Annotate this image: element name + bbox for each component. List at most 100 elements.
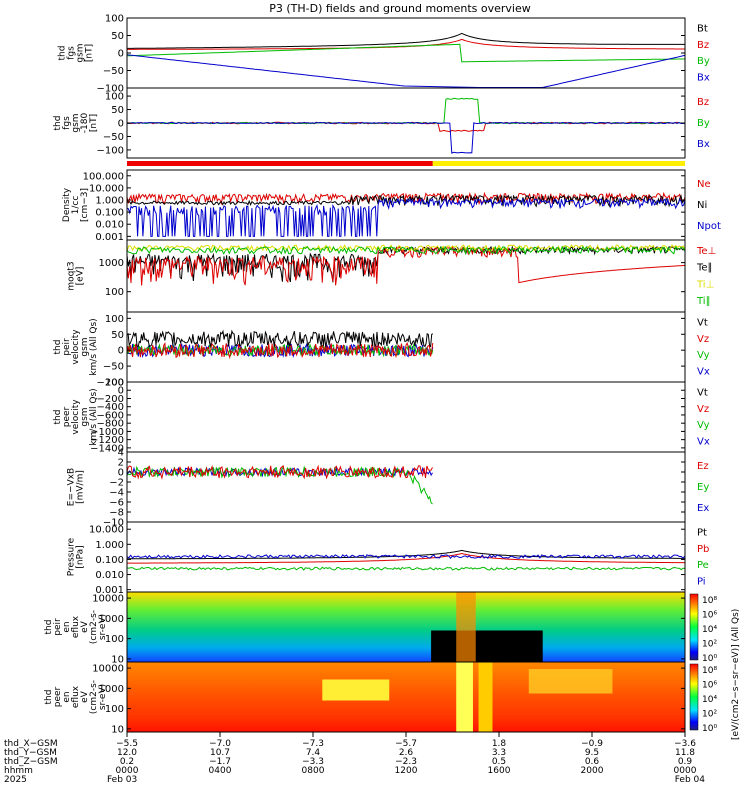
spectrogram	[127, 592, 685, 662]
legend-item: Ti∥	[696, 296, 711, 307]
series-group	[127, 329, 434, 360]
y-tick-label: 1000	[99, 258, 124, 269]
y-axis-label-line: en	[62, 621, 72, 632]
legend-item: Pb	[697, 544, 709, 555]
x-tick-label: 2000	[581, 766, 604, 776]
series-teperp	[127, 245, 685, 286]
y-axis-label-line: velocity	[71, 329, 81, 365]
y-axis-label-line: peir	[62, 338, 72, 356]
series-ez	[127, 464, 433, 480]
x-tick-label: 3.3	[492, 748, 506, 758]
y-axis-label: thd peer en eflux eV (cm2-s-sr-eV)	[44, 680, 108, 714]
y-axis-label-line: Pressure	[67, 537, 77, 576]
y-axis-label-line: eV	[80, 620, 90, 633]
y-tick-label: −50	[103, 132, 124, 143]
colorbar-tick-label: 10²	[702, 710, 717, 720]
x-tick-label: −7.0	[209, 739, 231, 749]
legend-item: Ey	[697, 482, 709, 493]
y-axis-label-line: gsm	[71, 113, 81, 132]
y-axis-label: thd fgs gsm -180 [nT]	[53, 113, 99, 134]
y-axis-label-line: peir	[53, 618, 63, 636]
y-axis-label-line: en	[62, 691, 72, 702]
colorbar-tick-label: 10⁰	[702, 654, 717, 664]
y-axis-label: moqt3 [eV]	[67, 261, 86, 290]
y-axis-label: E=−VxB [mV/m]	[67, 468, 86, 506]
x-tick-label: 2.6	[399, 748, 414, 758]
series-pi	[127, 554, 685, 560]
y-axis-label-line: sr-eV)	[98, 614, 108, 640]
y-tick-label: 10000	[92, 664, 124, 675]
y-axis-label-line: eV	[80, 690, 90, 703]
y-tick-label: 2	[118, 458, 124, 469]
colorbar-tick-label: 10⁶	[702, 611, 717, 621]
y-tick-label: 0.010	[95, 570, 124, 581]
y-tick-label: 100.000	[83, 171, 124, 182]
y-tick-label: 1.000	[95, 196, 124, 207]
x-tick-label: 1600	[488, 766, 511, 776]
legend-item: Pe	[697, 560, 709, 571]
y-tick-label: 100	[105, 634, 124, 645]
colorbar-tick-label: 10²	[702, 640, 717, 650]
colorbar-label: [eV/(cm2−s−sr−eV)] (All Qs)	[731, 609, 741, 740]
series-bx	[127, 54, 685, 88]
legend-item: Vx	[697, 436, 710, 447]
y-axis-label-line: thd	[58, 46, 68, 61]
legend-item: Bz	[697, 40, 709, 51]
series-tepar	[127, 245, 685, 283]
y-axis-label-line: eflux	[71, 685, 81, 708]
x-axis-row-label: thd_X−GSM	[4, 739, 58, 749]
series-group	[127, 97, 685, 154]
y-tick-label: −1200	[90, 435, 124, 446]
legend-item: Ex	[697, 503, 709, 514]
y-axis-label: thd peir velocity gsm km/s (All Qs)	[53, 318, 99, 375]
y-axis-label-line: (cm2-s-	[89, 680, 99, 714]
y-axis-label-line: [eV]	[76, 267, 86, 286]
y-axis-label-line: peer	[53, 686, 63, 707]
y-tick-label: 0	[118, 49, 124, 60]
y-tick-label: 1000	[99, 614, 124, 625]
series-tiperp	[127, 243, 685, 253]
series-group	[127, 191, 685, 237]
colorbar-tick-label: 10⁰	[702, 724, 717, 734]
panel-fgs: 100 50 0 −50 −100 thd fgs gsm [nT] Bt Bz By Bx	[58, 14, 710, 95]
series-by	[127, 97, 685, 125]
spectrogram-region	[456, 662, 473, 732]
y-tick-label: −400	[97, 402, 124, 413]
spectrogram-region	[456, 592, 476, 662]
y-axis-label-line: thd	[53, 410, 63, 425]
colorbar-tick-label: 10⁸	[702, 666, 717, 676]
panel-fgs2: 100 50 0 −50 −100 thd fgs gsm -180 [nT] Bz By Bx	[53, 87, 710, 159]
series-pe	[127, 566, 685, 571]
y-tick-label: 1000	[99, 684, 124, 695]
panel-frame	[126, 169, 686, 241]
series-vt	[127, 329, 434, 348]
x-axis-row-label: thd_Z−GSM	[4, 757, 58, 767]
x-tick-label: −3.3	[302, 757, 324, 767]
y-tick-label: 200	[105, 378, 124, 389]
y-tick-label: 0.100	[95, 208, 124, 219]
y-tick-label: −50	[103, 362, 124, 373]
y-tick-label: 4	[118, 448, 124, 459]
y-tick-label: −100	[97, 84, 124, 95]
y-axis-label-line: [nPa]	[76, 545, 86, 568]
series-npot	[127, 197, 685, 237]
x-tick-label: −2.3	[395, 757, 417, 767]
x-tick-label: 0.2	[120, 757, 134, 767]
legend-item: Vx	[697, 366, 710, 377]
series-bt	[127, 32, 685, 49]
y-axis-label-line: fgs	[67, 46, 77, 60]
y-axis-label-line: fgs	[62, 116, 72, 130]
x-tick-label: 1200	[395, 766, 418, 776]
y-tick-label: −600	[97, 410, 124, 421]
y-tick-label: 0	[118, 386, 124, 397]
x-tick-label: 0.9	[678, 757, 693, 767]
x-tick-label: −5.7	[395, 739, 417, 749]
series-vz	[127, 341, 434, 360]
spectrogram-region	[528, 669, 613, 694]
colorbar-tick-label: 10⁴	[702, 625, 717, 635]
x-tick-label: 0.5	[492, 757, 506, 767]
